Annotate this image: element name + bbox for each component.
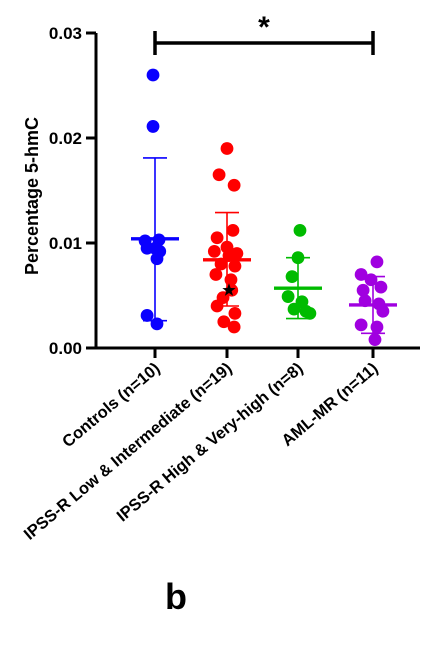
data-point <box>217 315 231 329</box>
data-point <box>370 255 384 269</box>
data-point <box>146 68 160 82</box>
data-point <box>368 333 382 346</box>
data-point <box>212 168 226 182</box>
data-point <box>376 304 390 318</box>
data-point <box>370 320 384 334</box>
data-point <box>227 178 241 192</box>
data-point <box>140 309 154 322</box>
data-point <box>291 251 305 265</box>
data-marks <box>131 31 397 346</box>
data-point <box>220 142 234 155</box>
data-point <box>281 290 295 303</box>
data-point <box>227 320 241 334</box>
data-point <box>228 259 242 273</box>
data-point <box>374 280 388 294</box>
data-point <box>146 120 160 133</box>
y-tick-label: 0.01 <box>49 234 82 253</box>
panel-label: b <box>165 576 187 617</box>
data-point <box>354 318 368 332</box>
data-point <box>207 245 221 258</box>
data-point <box>209 268 223 281</box>
data-point <box>210 299 224 313</box>
data-point <box>293 224 307 237</box>
data-point <box>228 306 242 320</box>
data-point <box>364 273 378 287</box>
data-point <box>354 268 368 281</box>
data-point <box>226 224 240 237</box>
data-point <box>150 317 164 331</box>
significance-label: * <box>258 11 270 44</box>
starred-point <box>222 283 236 296</box>
data-point <box>224 273 238 287</box>
y-axis-label: Percentage 5-hmC <box>22 117 42 275</box>
data-point <box>150 252 164 266</box>
data-point <box>287 302 301 316</box>
y-tick-label: 0.02 <box>49 129 82 148</box>
data-point <box>303 306 317 320</box>
y-tick-label: 0.03 <box>49 24 82 43</box>
data-point <box>285 270 299 283</box>
data-point <box>356 283 370 297</box>
y-tick-label: 0.00 <box>49 339 82 358</box>
data-point <box>210 231 224 245</box>
